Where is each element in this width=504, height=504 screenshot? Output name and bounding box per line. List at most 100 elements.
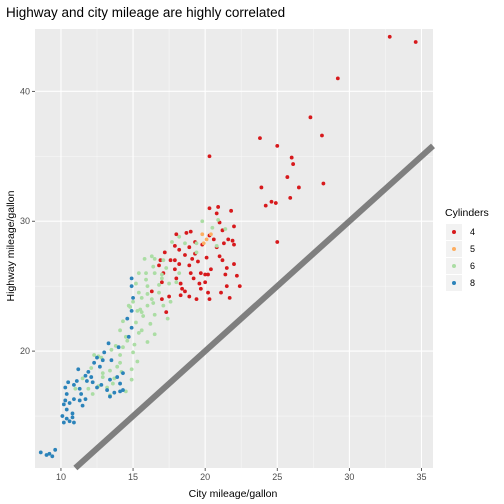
data-point [131, 295, 135, 300]
data-point [183, 289, 187, 294]
data-point [85, 379, 89, 383]
data-point [79, 392, 84, 396]
series-8 [38, 276, 135, 459]
data-point [203, 272, 208, 277]
data-point [129, 367, 134, 372]
data-point [53, 447, 58, 452]
data-point [206, 290, 210, 295]
data-point [180, 286, 184, 291]
data-point [152, 271, 157, 276]
legend-item-6: 6 [446, 258, 475, 274]
data-point [164, 266, 169, 270]
data-point [161, 258, 166, 263]
data-point [151, 264, 156, 269]
series-5 [200, 232, 213, 246]
data-point [105, 385, 110, 390]
data-point [108, 368, 112, 373]
data-point [80, 403, 85, 408]
legend-swatch [452, 230, 456, 234]
data-point [170, 240, 174, 244]
data-point [100, 375, 105, 379]
data-point [162, 250, 167, 255]
data-point [158, 258, 163, 263]
data-point [207, 154, 212, 159]
data-point [77, 386, 82, 391]
data-point [64, 392, 69, 396]
reference-line [73, 143, 436, 471]
data-point [232, 262, 236, 266]
data-point [105, 388, 110, 392]
data-point [121, 319, 125, 324]
data-point [219, 290, 223, 295]
x-tick-label: 10 [56, 472, 66, 482]
data-point [184, 231, 189, 235]
data-point [159, 276, 164, 281]
data-point [100, 358, 105, 363]
data-point [177, 234, 182, 239]
data-point [174, 276, 179, 281]
data-point [258, 136, 262, 141]
data-point [123, 389, 128, 394]
data-point [116, 345, 121, 350]
data-point [139, 295, 144, 300]
data-point [157, 282, 161, 287]
x-tick-label: 35 [416, 472, 426, 482]
data-point [157, 290, 161, 295]
data-point [387, 34, 392, 39]
series-6 [73, 218, 228, 398]
data-point [113, 344, 118, 348]
data-point [291, 162, 296, 166]
data-point [174, 232, 179, 237]
x-axis-title: City mileage/gallon [189, 488, 278, 500]
data-point [194, 241, 199, 246]
y-tick-label: 40 [20, 86, 30, 96]
data-point [188, 229, 193, 234]
data-point [222, 241, 226, 246]
data-point [159, 272, 164, 277]
data-point [141, 314, 146, 318]
data-point [90, 380, 95, 385]
data-point [74, 379, 79, 383]
legend-title: Cylinders [445, 207, 489, 219]
data-point [92, 353, 97, 357]
data-point [145, 340, 150, 344]
legend-label: 6 [470, 261, 475, 271]
data-point [112, 376, 117, 381]
data-point [177, 247, 182, 252]
data-point [129, 276, 134, 281]
data-point [149, 254, 154, 259]
legend-label: 8 [470, 278, 475, 288]
data-point [90, 392, 95, 396]
data-point [72, 382, 76, 387]
data-point [67, 401, 72, 405]
data-point [167, 294, 172, 299]
data-point [168, 258, 173, 263]
data-point [174, 280, 179, 285]
data-point [187, 245, 192, 250]
data-point [207, 206, 212, 211]
legend: Cylinders 4 5 6 8 [445, 207, 489, 291]
data-point [187, 263, 192, 268]
data-point [209, 267, 213, 272]
data-point [106, 341, 111, 346]
data-point [118, 381, 122, 386]
data-point [206, 272, 210, 277]
data-point [194, 297, 199, 302]
data-point [183, 253, 187, 257]
data-point [413, 40, 418, 44]
data-point [148, 321, 153, 326]
data-point [142, 256, 147, 261]
data-point [38, 450, 43, 455]
legend-item-8: 8 [446, 275, 475, 291]
data-point [60, 414, 65, 418]
data-point [70, 411, 75, 416]
data-point [214, 211, 219, 216]
data-point [125, 316, 130, 321]
data-point [172, 244, 177, 248]
data-point [227, 295, 232, 300]
data-point [308, 115, 313, 120]
data-point [134, 281, 138, 286]
data-point [92, 360, 97, 365]
data-point [211, 237, 216, 242]
data-point [167, 281, 172, 286]
